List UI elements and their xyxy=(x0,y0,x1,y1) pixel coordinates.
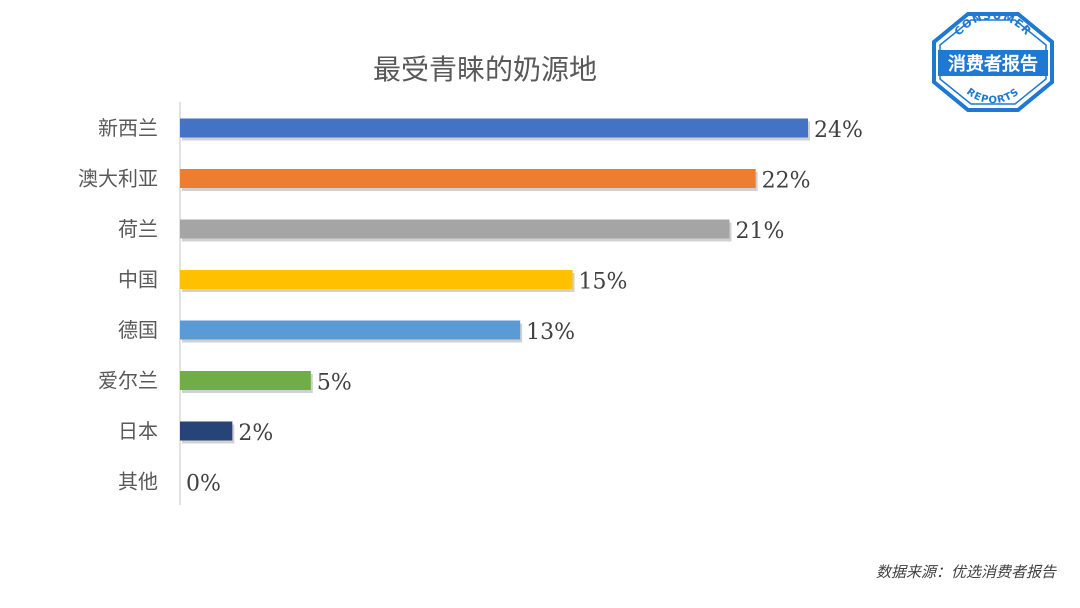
category-label: 澳大利亚 xyxy=(78,167,158,191)
category-label: 日本 xyxy=(118,419,158,443)
value-label: 0% xyxy=(186,472,221,497)
value-label: 2% xyxy=(238,421,273,446)
logo-main-text: 消费者报告 xyxy=(948,53,1038,75)
category-label: 新西兰 xyxy=(98,116,158,140)
bar xyxy=(180,118,808,138)
bars-layer: 新西兰 24% 澳大利亚 22% 荷兰 21% 中国 15% 德国 13% 爱尔兰 5% 日本 2% 其他 0… xyxy=(78,116,863,497)
consumer-reports-logo: CONSUMER 消费者报告 REPORTS xyxy=(932,12,1054,112)
source-note: 数据来源：优选消费者报告 xyxy=(875,563,1056,581)
category-label: 爱尔兰 xyxy=(98,369,158,393)
bar xyxy=(180,219,730,239)
logo-main-band xyxy=(938,50,1048,76)
bar xyxy=(180,320,521,340)
value-label: 22% xyxy=(762,169,811,194)
bar xyxy=(180,421,233,441)
category-label: 中国 xyxy=(118,268,158,292)
value-label: 5% xyxy=(317,371,352,396)
value-label: 21% xyxy=(736,219,785,244)
value-label: 15% xyxy=(579,270,628,295)
bar xyxy=(180,371,311,390)
category-label: 其他 xyxy=(118,470,158,494)
bar xyxy=(180,270,573,289)
value-label: 24% xyxy=(814,118,863,143)
chart-title: 最受青睐的奶源地 xyxy=(372,53,597,86)
category-label: 荷兰 xyxy=(118,217,158,241)
bar xyxy=(180,169,756,188)
value-label: 13% xyxy=(526,320,575,345)
category-label: 德国 xyxy=(118,318,158,342)
